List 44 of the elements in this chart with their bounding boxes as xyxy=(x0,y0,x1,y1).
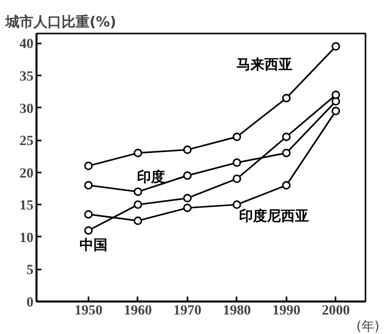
point xyxy=(183,194,192,202)
series-label: 印度尼西亚 xyxy=(238,208,309,225)
point xyxy=(84,181,93,190)
point xyxy=(232,132,242,142)
point xyxy=(134,187,142,196)
point xyxy=(232,200,242,209)
point xyxy=(84,210,93,219)
point xyxy=(332,42,340,51)
point xyxy=(282,94,291,102)
point xyxy=(134,216,142,226)
point xyxy=(183,146,192,154)
point xyxy=(282,181,291,190)
series-label: 印度 xyxy=(136,168,165,186)
point xyxy=(134,200,142,209)
point xyxy=(84,162,93,170)
x-tick-label: 1970 xyxy=(173,304,202,318)
y-tick-label: 5 xyxy=(26,263,34,278)
x-axis-title: (年) xyxy=(356,320,380,334)
point xyxy=(282,148,291,158)
y-tick-label: 35 xyxy=(20,69,34,84)
x-tick-label: 1990 xyxy=(272,304,300,318)
x-tick-label: 1960 xyxy=(124,304,152,318)
series-label: 马来西亚 xyxy=(236,57,292,74)
x-tick-label: 2000 xyxy=(322,304,350,318)
point xyxy=(84,226,93,235)
point xyxy=(332,90,340,100)
y-axis-title: 城市人口比重(%) xyxy=(4,14,116,30)
series-label: 中国 xyxy=(79,237,108,254)
point xyxy=(232,158,242,167)
y-tick-label: 25 xyxy=(20,134,34,150)
x-tick-label: 1980 xyxy=(222,304,251,318)
y-tick-label: 20 xyxy=(20,166,34,182)
point xyxy=(332,106,340,116)
y-tick-label: 0 xyxy=(26,296,34,310)
point xyxy=(134,148,142,158)
y-tick-label: 15 xyxy=(20,198,34,214)
y-tick-label: 30 xyxy=(20,102,34,117)
point xyxy=(232,174,242,184)
y-tick-label: 10 xyxy=(20,230,34,246)
point xyxy=(183,204,192,212)
y-tick-label: 40 xyxy=(20,37,34,52)
point xyxy=(183,171,192,180)
x-tick-label: 1950 xyxy=(74,304,102,318)
point xyxy=(282,132,291,142)
